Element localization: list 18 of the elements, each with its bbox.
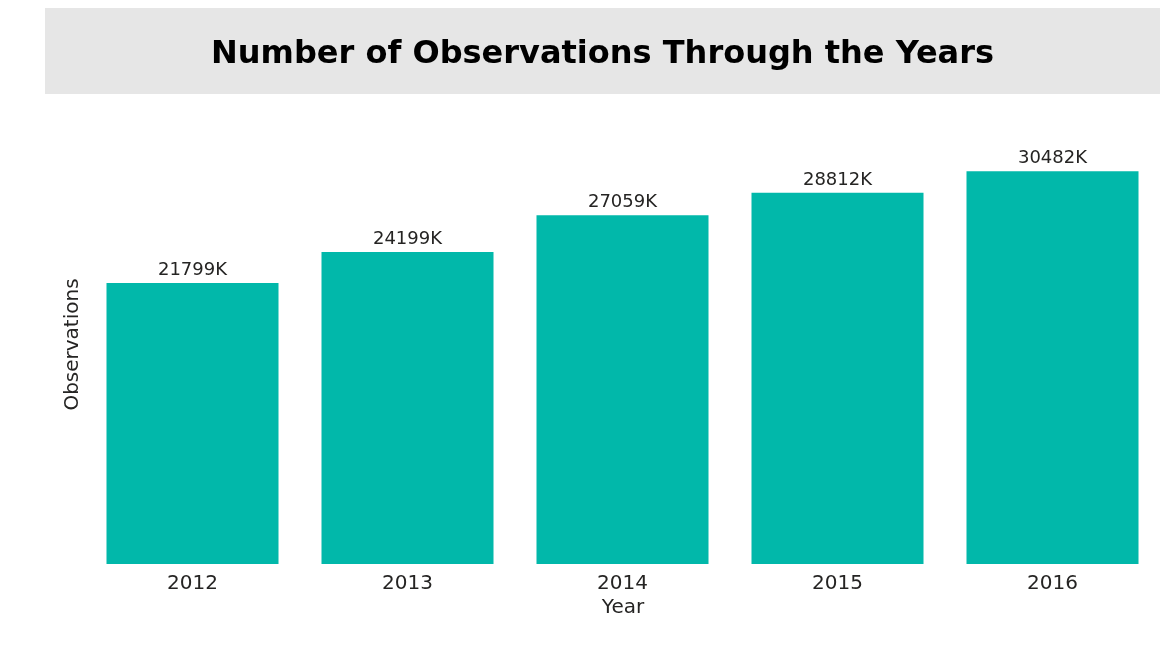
data-label: 21799K [157,258,229,280]
bar [106,283,279,564]
bar [321,252,494,564]
bar [966,171,1139,564]
bar [751,192,924,564]
chart-title: Number of Observations Through the Years [210,33,995,71]
y-axis-title: Observations [58,278,83,411]
data-label: 28812K [802,167,874,189]
x-tick-label: 2014 [597,569,648,594]
data-label: 24199K [372,227,444,249]
x-tick-label: 2012 [167,569,218,594]
x-axis-title: Year [600,593,645,618]
x-tick-label: 2016 [1027,569,1078,594]
x-tick-label: 2013 [382,569,433,594]
bar [536,215,709,564]
x-tick-label: 2015 [812,569,863,594]
data-label: 27059K [587,190,659,212]
data-label: 30482K [1017,146,1089,168]
